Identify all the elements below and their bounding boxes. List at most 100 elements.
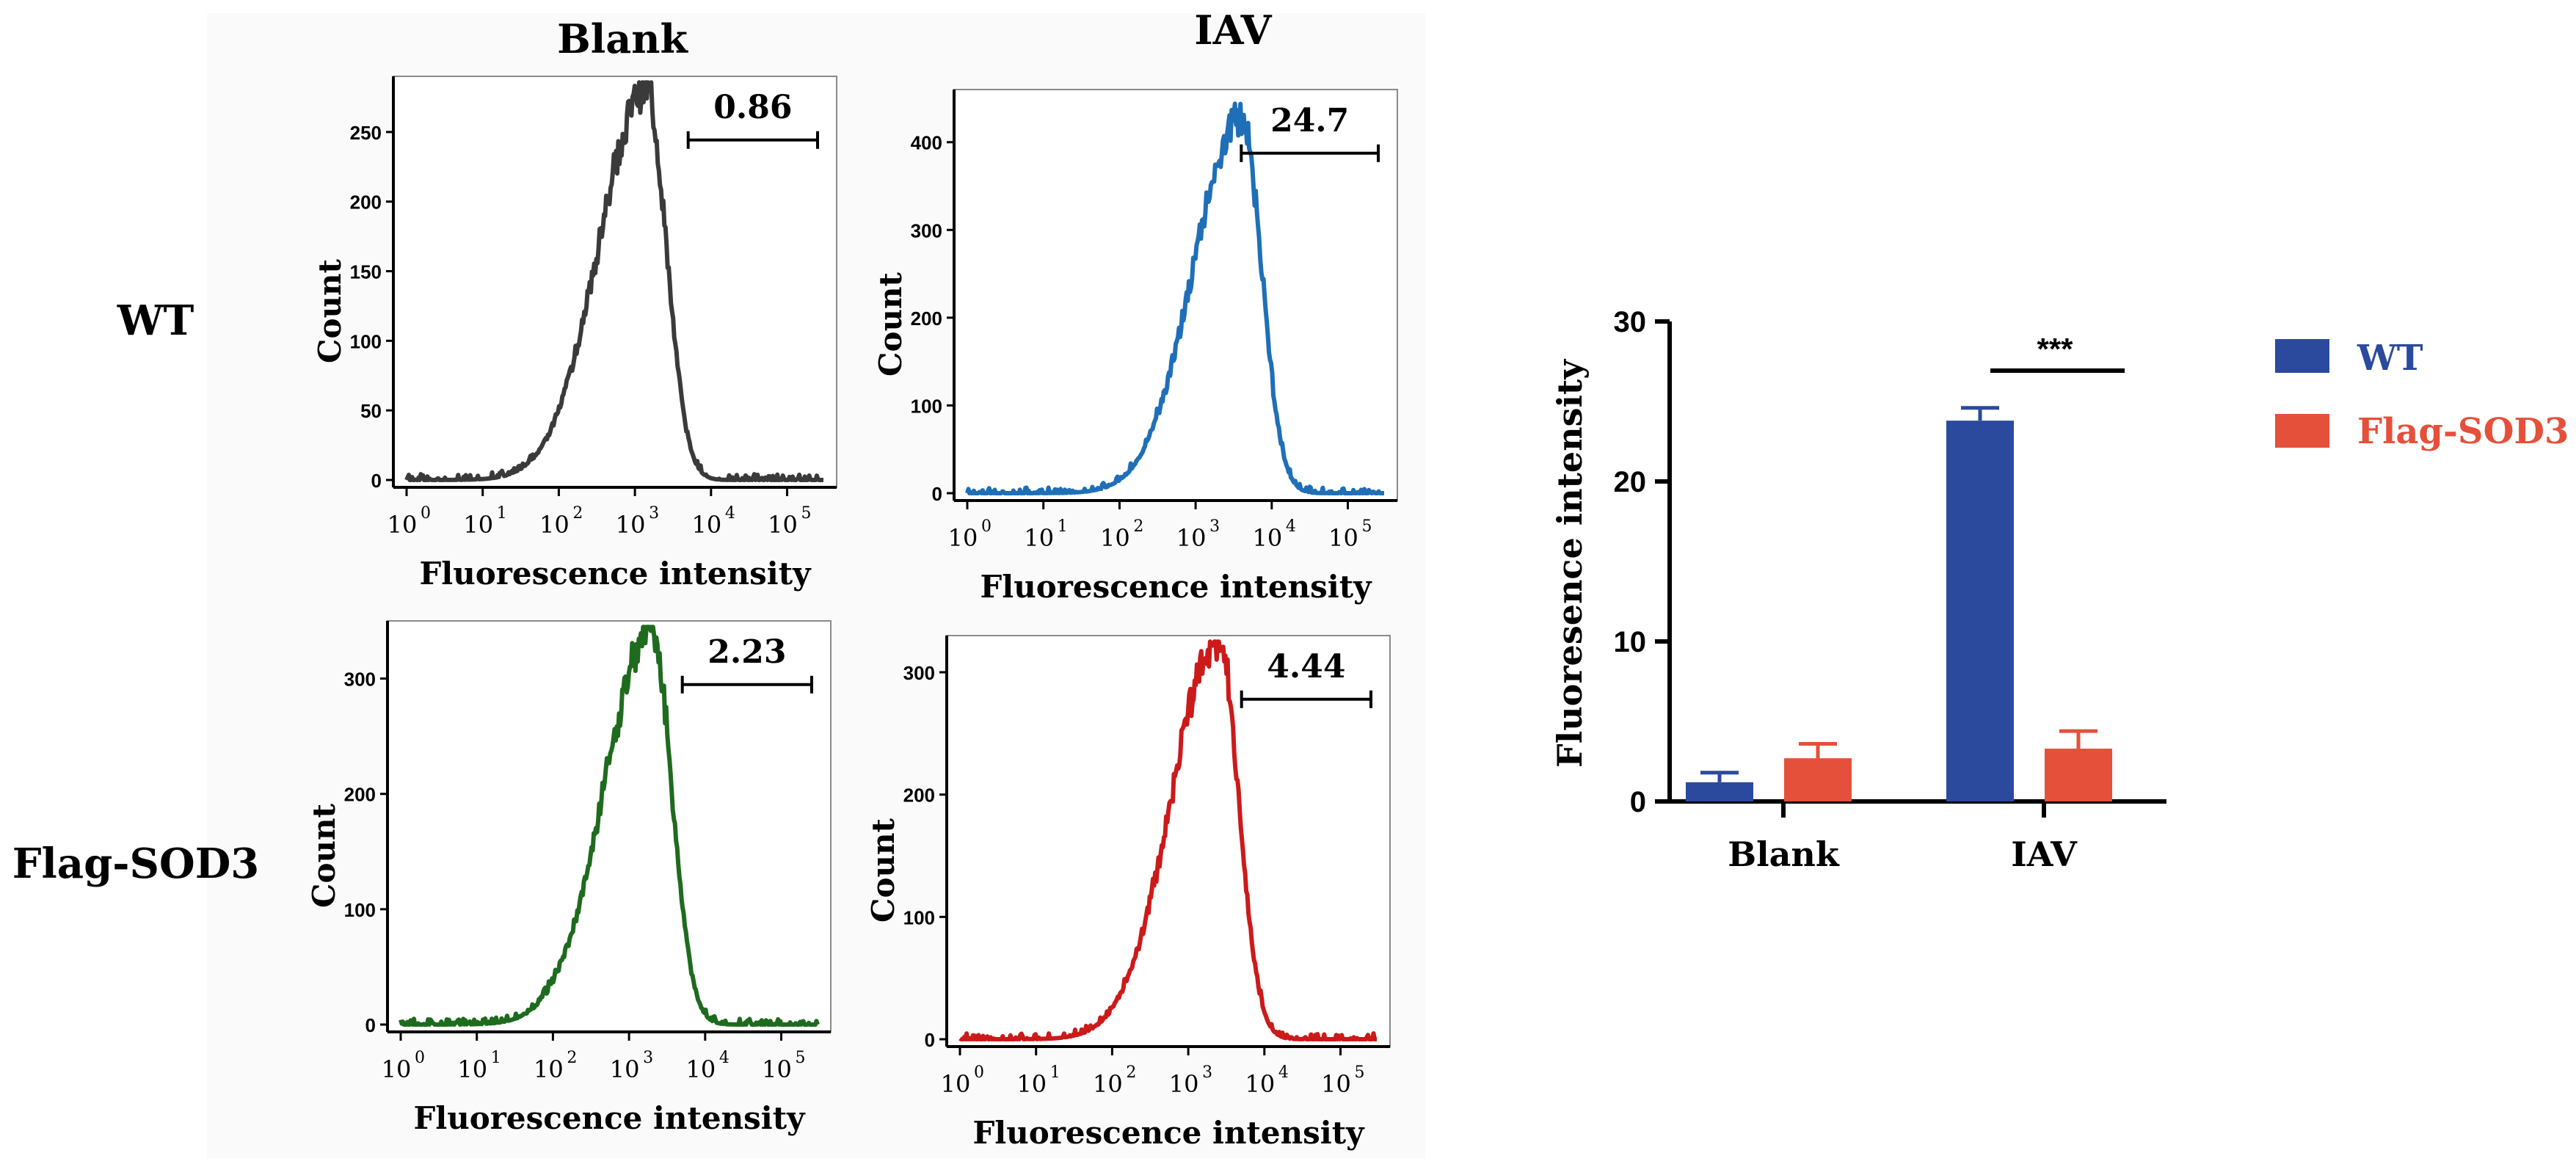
legend-label-wt: WT: [2357, 338, 2423, 379]
plot-frame: [393, 76, 837, 488]
x-tick-label: 10: [539, 511, 570, 539]
x-tick-exponent: 5: [1362, 517, 1372, 536]
column-label-iav: IAV: [1194, 7, 1272, 54]
x-tick-label: 10: [762, 1055, 792, 1083]
bar-chart-x-tick-iav: IAV: [2011, 834, 2078, 874]
legend-swatch-flag-sod3: [2275, 414, 2329, 448]
y-tick-label: 150: [350, 261, 382, 283]
y-tick-label: 200: [903, 785, 935, 807]
x-tick-exponent: 4: [1286, 517, 1296, 536]
y-tick-label: 100: [911, 395, 942, 417]
bar-chart-y-tick-10: 10: [1614, 626, 1647, 658]
x-tick-exponent: 0: [974, 1063, 984, 1082]
bar-chart-y-tick-0: 0: [1630, 786, 1646, 818]
x-axis-label: Fluorescence intensity: [413, 1100, 806, 1136]
y-axis-label: Count: [873, 272, 909, 377]
bar-flag-sod3-iav: [2045, 749, 2112, 801]
histogram-curve: [958, 639, 1378, 1041]
gate-percentage: 0.86: [713, 89, 792, 126]
x-tick-exponent: 1: [1050, 1063, 1060, 1082]
x-tick-exponent: 2: [572, 504, 583, 523]
bar-flag-sod3-blank: [1784, 758, 1852, 801]
bar-chart: Fluoresence intensity Blank IAV 0 10 20 …: [1550, 306, 2166, 874]
y-tick-label: 100: [903, 906, 935, 928]
y-axis-label: Count: [306, 803, 342, 908]
bar-chart-y-axis-label: Fluoresence intensity: [1550, 359, 1590, 768]
x-tick-exponent: 1: [491, 1049, 501, 1067]
x-tick-exponent: 4: [719, 1049, 729, 1067]
x-tick-label: 10: [1016, 1070, 1047, 1098]
y-tick-label: 300: [903, 662, 935, 684]
x-tick-label: 10: [1093, 1070, 1123, 1098]
y-tick-label: 200: [911, 308, 942, 330]
y-axis-label: Count: [865, 818, 901, 923]
x-tick-label: 10: [1328, 524, 1358, 552]
x-tick-exponent: 0: [421, 504, 431, 523]
y-tick-label: 50: [360, 400, 382, 422]
x-tick-label: 10: [463, 511, 493, 539]
x-tick-label: 10: [1176, 524, 1207, 552]
x-tick-label: 10: [691, 511, 721, 539]
gate-percentage: 24.7: [1270, 102, 1349, 139]
x-tick-exponent: 0: [981, 517, 992, 536]
gate-percentage: 2.23: [707, 633, 786, 671]
legend-swatch-wt: [2275, 339, 2329, 373]
x-tick-label: 10: [1024, 524, 1054, 552]
x-tick-label: 10: [534, 1055, 564, 1083]
x-axis-label: Fluorescence intensity: [419, 556, 812, 592]
x-tick-exponent: 3: [1202, 1063, 1212, 1082]
row-label-flag-sod3: Flag-SOD3: [12, 840, 259, 888]
x-tick-label: 10: [382, 1055, 412, 1083]
x-tick-label: 10: [948, 524, 978, 552]
y-tick-label: 0: [365, 1014, 376, 1036]
x-tick-label: 10: [1169, 1070, 1199, 1098]
x-tick-label: 10: [768, 511, 798, 539]
column-label-blank: Blank: [557, 15, 688, 62]
x-tick-label: 10: [1245, 1070, 1275, 1098]
plot-frame: [953, 89, 1398, 501]
y-tick-label: 0: [371, 470, 382, 492]
x-tick-label: 10: [610, 1055, 640, 1083]
x-tick-label: 10: [616, 511, 646, 539]
y-tick-label: 100: [350, 330, 382, 352]
histogram-curve: [399, 625, 820, 1027]
y-tick-label: 0: [925, 1029, 935, 1051]
x-axis-label: Fluorescence intensity: [980, 569, 1372, 605]
x-tick-label: 10: [685, 1055, 716, 1083]
y-tick-label: 400: [911, 132, 942, 154]
x-tick-exponent: 2: [567, 1049, 577, 1067]
bar-wt-iav: [1946, 421, 2014, 801]
x-tick-exponent: 5: [796, 1049, 806, 1067]
y-tick-label: 100: [344, 899, 376, 921]
x-tick-exponent: 1: [497, 504, 507, 523]
histogram-curve: [965, 101, 1386, 495]
x-tick-label: 10: [457, 1055, 487, 1083]
x-tick-label: 10: [1321, 1070, 1351, 1098]
y-tick-label: 300: [911, 219, 942, 241]
x-axis-label: Fluorescence intensity: [972, 1115, 1365, 1151]
gate-percentage: 4.44: [1267, 648, 1345, 685]
x-tick-exponent: 2: [1126, 1063, 1136, 1082]
x-tick-exponent: 2: [1133, 517, 1143, 536]
x-tick-label: 10: [388, 511, 418, 539]
legend-label-flag-sod3: Flag-SOD3: [2357, 411, 2569, 452]
x-tick-exponent: 5: [1355, 1063, 1365, 1082]
bar-chart-y-tick-20: 20: [1614, 466, 1647, 498]
x-tick-exponent: 0: [415, 1049, 425, 1067]
bar-chart-y-tick-30: 30: [1614, 306, 1647, 338]
y-axis-label: Count: [312, 258, 348, 363]
x-tick-label: 10: [1100, 524, 1130, 552]
histogram-curve: [404, 80, 825, 482]
plot-frame: [387, 620, 832, 1033]
x-tick-exponent: 4: [1278, 1063, 1289, 1082]
y-tick-label: 250: [350, 122, 382, 144]
significance-label: ***: [2037, 332, 2073, 366]
x-tick-exponent: 3: [649, 504, 659, 523]
x-tick-exponent: 1: [1058, 517, 1068, 536]
row-label-wt: WT: [117, 297, 194, 345]
